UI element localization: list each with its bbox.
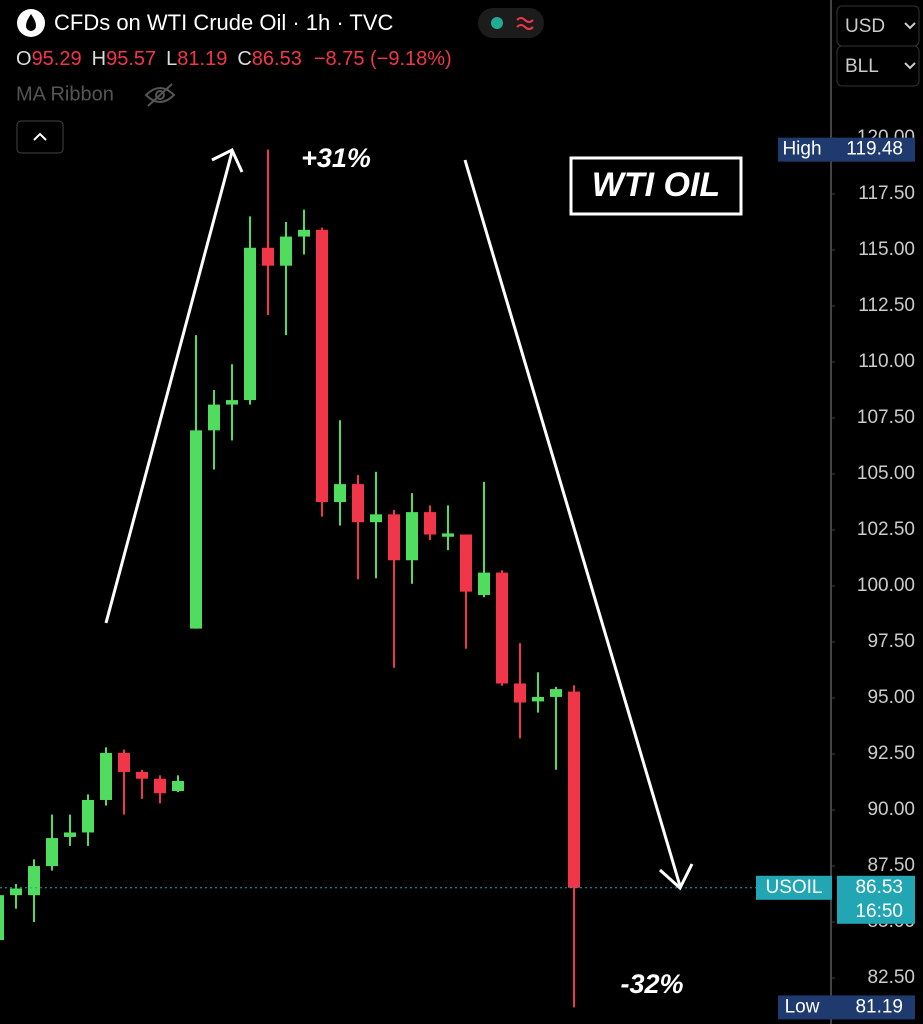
candle-body (388, 514, 400, 561)
collapse-button[interactable] (16, 120, 64, 154)
price-tag-value: 86.53 (855, 877, 903, 898)
y-tick-label: 107.50 (857, 407, 915, 428)
candle-body (118, 752, 130, 772)
y-tick-label: 92.50 (867, 743, 915, 764)
candle-body (0, 895, 4, 940)
candle-body (550, 689, 562, 697)
candle-body (190, 430, 202, 629)
candle-body (10, 888, 22, 896)
candle-body (136, 771, 148, 779)
arrow-up-head (211, 147, 244, 173)
y-tick-label: 112.50 (858, 295, 915, 316)
y-tick-label: 100.00 (857, 575, 915, 596)
ohlc-row: O95.29 H95.57 L81.19 C86.53 −8.75 (−9.18%) (16, 48, 452, 70)
candle-body (352, 484, 364, 523)
candle-body (424, 512, 436, 535)
price-tag (778, 137, 915, 162)
price-tag-name: Low (785, 996, 820, 1017)
status-dot (491, 17, 503, 29)
y-tick-label: 117.50 (858, 183, 915, 204)
candle-body (100, 752, 112, 800)
price-tag-value: 81.19 (855, 996, 903, 1017)
label-box (569, 156, 743, 216)
price-tag-name: High (782, 139, 821, 160)
chevron (904, 62, 916, 70)
unit: BLL (845, 56, 879, 77)
plot-area (0, 149, 831, 1008)
arrow-up (104, 151, 234, 624)
currency: USD (845, 16, 885, 37)
candle-body (226, 400, 238, 405)
status-pill (478, 8, 544, 38)
y-tick-label: 110.00 (858, 351, 915, 372)
candle-body (172, 780, 184, 792)
ohlc-key: H (92, 48, 106, 70)
candle-body (406, 512, 418, 561)
y-tick-label: 105.00 (857, 463, 915, 484)
y-tick-label: 115.00 (858, 239, 915, 260)
ohlc-key: O (16, 48, 32, 70)
y-tick-label: 82.50 (867, 967, 915, 988)
ohlc-key: L (166, 48, 177, 70)
candle-body (514, 683, 526, 703)
candle-body (208, 404, 220, 431)
candle-body (244, 247, 256, 401)
y-axis: 82.5085.0087.5090.0092.5095.0097.50100.0… (831, 127, 915, 988)
ohlc-value: 95.29 (32, 48, 82, 70)
y-tick-label: 95.00 (867, 687, 915, 708)
annotation: -32% (620, 969, 683, 999)
chart-title: CFDs on WTI Crude Oil · 1h · TVC (54, 10, 394, 35)
ohlc-value: 81.19 (177, 48, 227, 70)
candle-body (82, 799, 94, 833)
drop-icon (26, 14, 36, 31)
candle-body (28, 866, 40, 896)
ohlc-key: C (237, 48, 251, 70)
y-tick-label: 90.00 (867, 799, 915, 820)
arrows (104, 147, 694, 891)
candle-body (280, 236, 292, 266)
eye-off-icon (144, 83, 176, 107)
price-tag (837, 875, 915, 924)
candle-body (154, 778, 166, 794)
chevron (33, 132, 47, 141)
indicator: MA Ribbon (16, 83, 114, 105)
arrow-down (463, 159, 682, 887)
y-tick-label: 102.50 (857, 519, 915, 540)
y-tick-label: 97.50 (867, 631, 915, 652)
ohlc-value: 86.53 (252, 48, 302, 70)
chevron (904, 22, 916, 30)
candle-body (334, 484, 346, 503)
status-icon (516, 17, 534, 30)
candle-body (442, 533, 454, 537)
y-tick-label: 87.50 (867, 855, 915, 876)
ohlc-change: −8.75 (−9.18%) (314, 48, 452, 70)
annotation: +31% (301, 143, 371, 173)
candle-body (64, 832, 76, 837)
price-tag (756, 875, 832, 900)
candle-body (298, 229, 310, 237)
chart-label: WTI OIL (592, 166, 720, 204)
price-tag-name: USOIL (765, 877, 822, 898)
axis-panel (831, 0, 923, 1024)
candle-body (532, 696, 544, 702)
candle-body (46, 838, 58, 867)
candle-body (478, 572, 490, 595)
arrow-down-head (658, 863, 694, 891)
candle-body (568, 691, 580, 888)
price-tags: High 119.48 16:50 USOIL 86.53 Low 81.19 (756, 137, 915, 1020)
candle-body (316, 229, 328, 503)
ohlc-value: 95.57 (106, 48, 156, 70)
candle-body (370, 514, 382, 523)
price-tag-time: 16:50 (855, 901, 903, 922)
unit-button[interactable] (836, 45, 920, 87)
candle-body (262, 247, 274, 266)
price-tag (778, 995, 915, 1020)
price-tag-value: 119.48 (846, 139, 903, 160)
candle-body (460, 534, 472, 592)
candle-body (496, 572, 508, 684)
